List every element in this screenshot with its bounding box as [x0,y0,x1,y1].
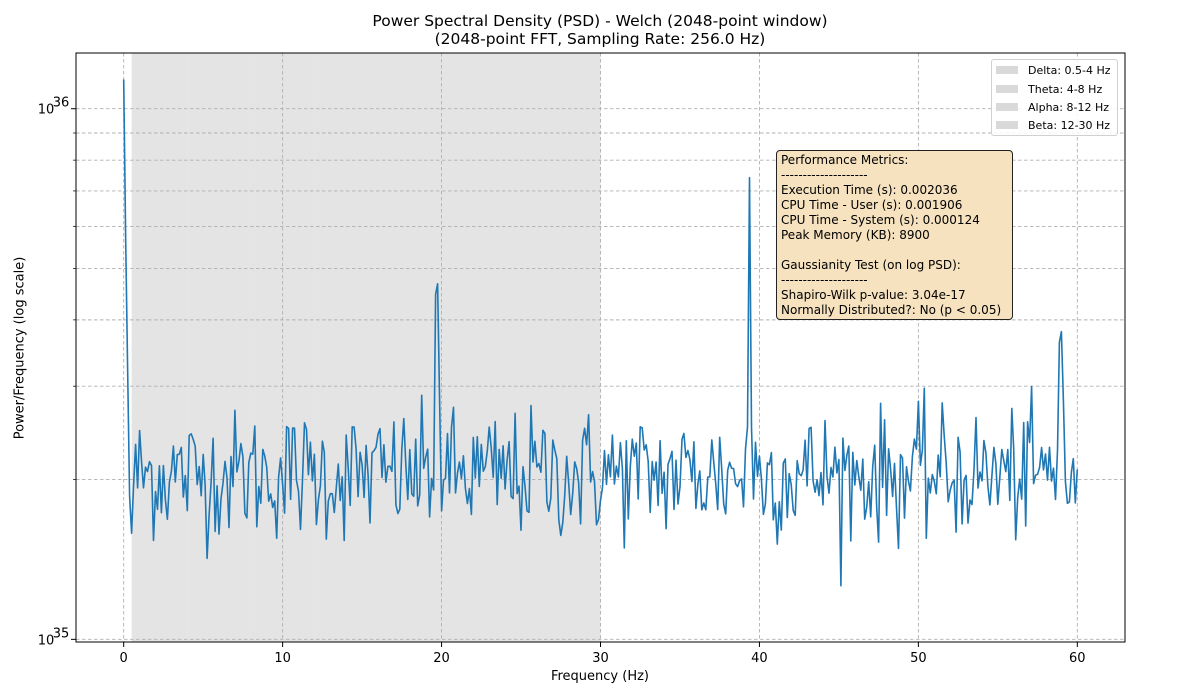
y-tick-exponent: 36 [53,96,70,111]
performance-metrics-box: Performance Metrics: --------------------… [776,150,1013,320]
metrics-line: CPU Time - User (s): 0.001906 [781,198,963,212]
legend-label: Delta: 0.5-4 Hz [1028,63,1111,77]
y-tick-exponent: 35 [53,626,70,641]
x-tick-label: 10 [274,651,291,666]
frequency-bands [131,53,601,642]
metrics-line: Gaussianity Test (on log PSD): [781,258,961,272]
x-tick-label: 30 [592,651,609,666]
x-tick-label: 20 [433,651,450,666]
x-axis-label: Frequency (Hz) [550,669,650,684]
legend-swatch [996,121,1018,129]
legend-item-beta: Beta: 12-30 Hz [996,116,1110,134]
band-delta [131,53,188,642]
psd-line [122,79,1079,587]
x-tick-label: 60 [1069,651,1086,666]
metrics-line: Execution Time (s): 0.002036 [781,183,958,197]
metrics-line: -------------------- [781,168,868,182]
band-theta [187,53,251,642]
x-tick-label: 0 [120,651,128,666]
band-beta [314,53,601,642]
legend-item-theta: Theta: 4-8 Hz [996,80,1102,98]
metrics-line [781,243,1008,258]
legend-swatch [996,66,1018,74]
metrics-line: Peak Memory (KB): 8900 [781,228,930,242]
chart-title: Power Spectral Density (PSD) - Welch (20… [372,12,828,30]
y-tick-label: 10 [38,103,55,118]
x-tick-label: 50 [910,651,927,666]
legend: Delta: 0.5-4 Hz Theta: 4-8 Hz Alpha: 8-1… [991,59,1118,136]
legend-item-delta: Delta: 0.5-4 Hz [996,61,1111,79]
x-tick-label: 40 [751,651,768,666]
legend-swatch [996,103,1018,111]
psd-series-line [122,79,1079,587]
legend-swatch [996,85,1018,93]
metrics-line: Shapiro-Wilk p-value: 3.04e-17 [781,288,966,302]
metrics-line: Performance Metrics: [781,153,909,167]
metrics-line: Normally Distributed?: No (p < 0.05) [781,303,1002,317]
y-tick-label: 10 [38,633,55,648]
x-axis-ticks: 0 10 20 30 40 50 60 [120,642,1086,666]
metrics-line: CPU Time - System (s): 0.000124 [781,213,980,227]
grid [76,53,1125,642]
legend-label: Beta: 12-30 Hz [1028,118,1111,132]
chart-subtitle: (2048-point FFT, Sampling Rate: 256.0 Hz… [434,30,766,48]
y-axis-label: Power/Frequency (log scale) [12,256,28,440]
legend-label: Theta: 4-8 Hz [1028,82,1103,96]
legend-label: Alpha: 8-12 Hz [1028,100,1109,114]
metrics-line: -------------------- [781,273,868,287]
legend-item-alpha: Alpha: 8-12 Hz [996,98,1109,116]
